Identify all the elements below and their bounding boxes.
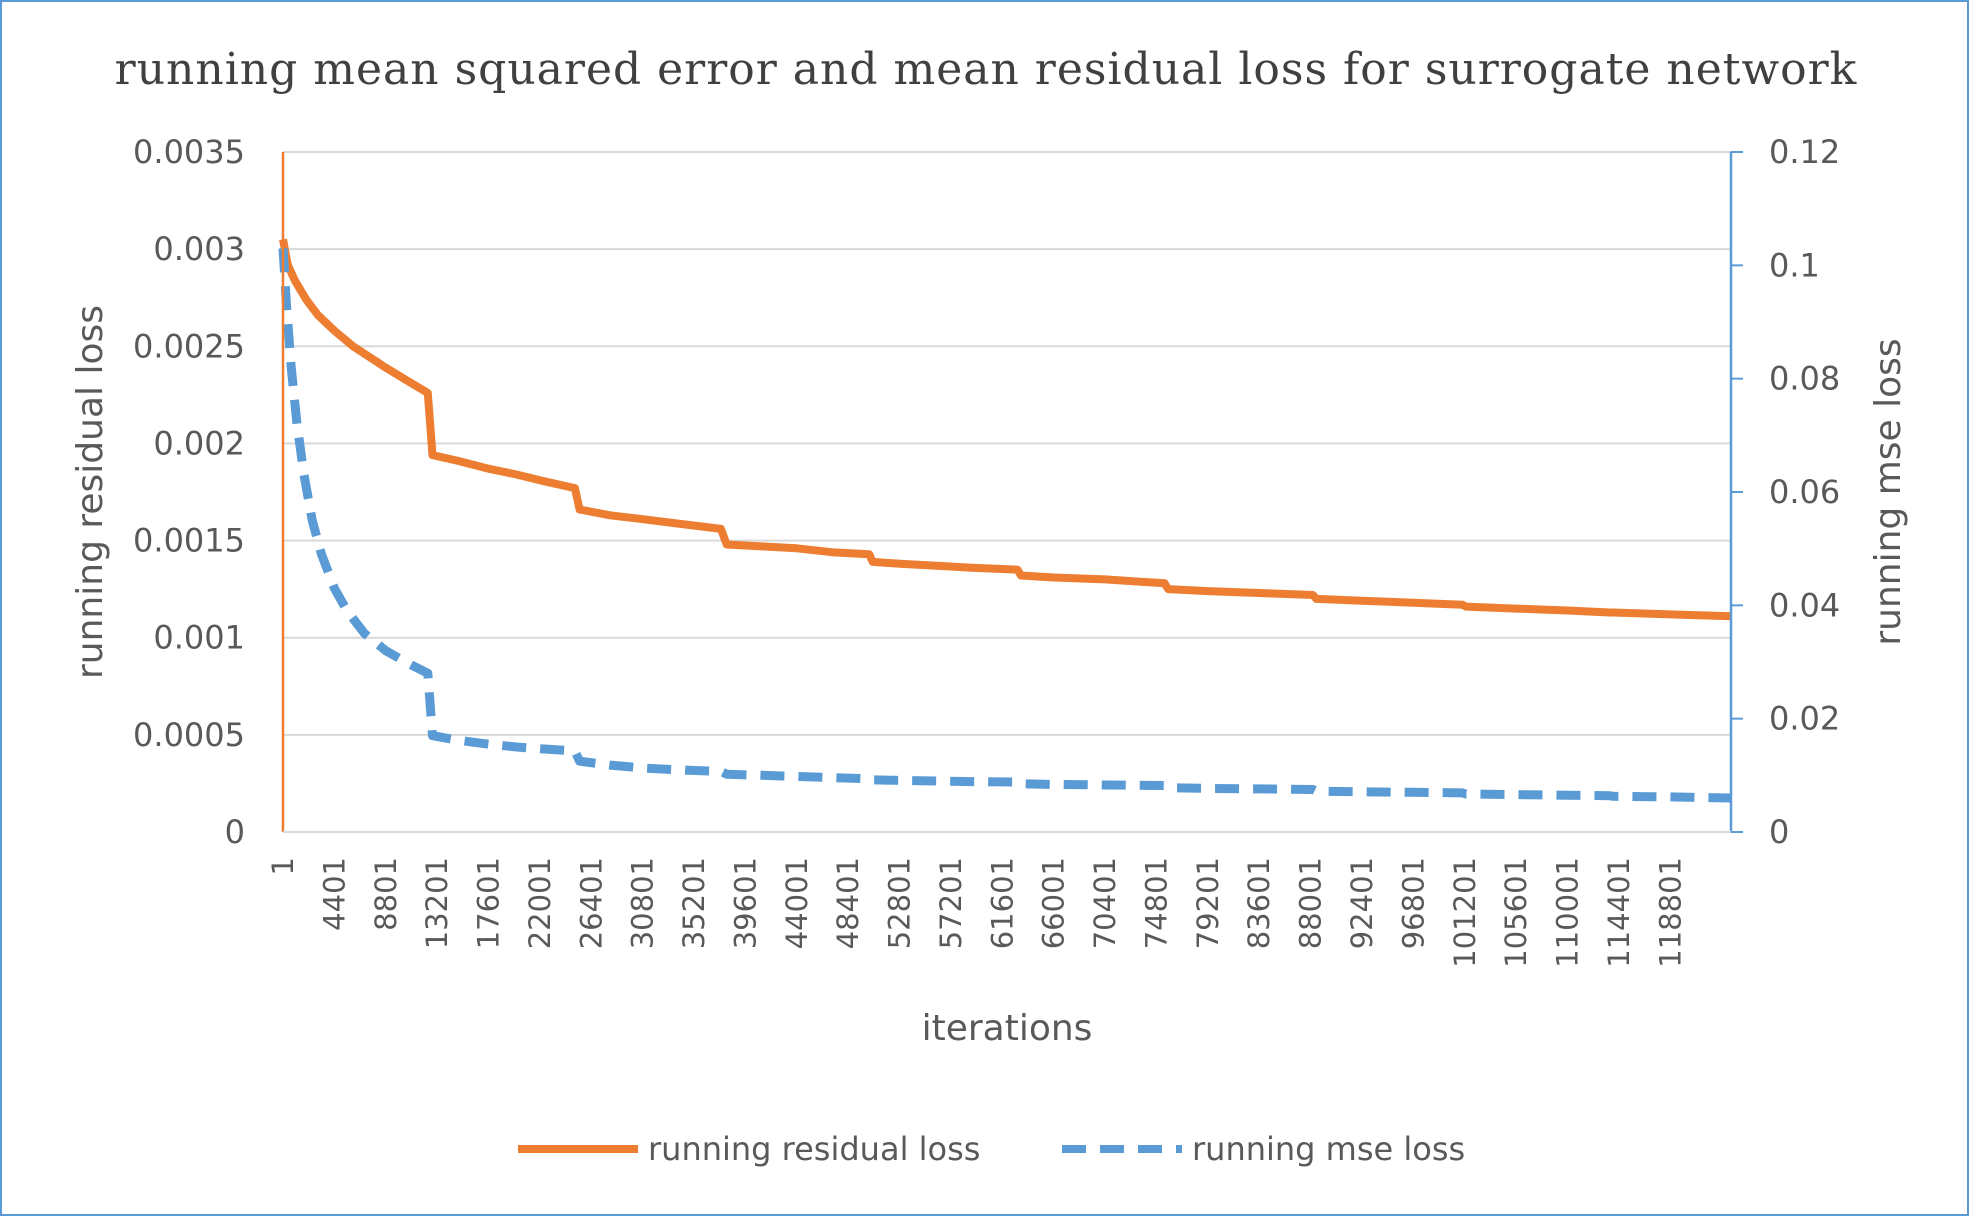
x-tick-label: 35201	[677, 857, 711, 949]
series-line-residual	[283, 239, 1731, 616]
x-tick-label: 79201	[1191, 857, 1225, 949]
x-tick-label: 83601	[1242, 857, 1276, 949]
x-tick-label: 26401	[574, 857, 608, 949]
x-tick-label: 110001	[1551, 857, 1585, 968]
y-left-tick-label: 0.0005	[133, 716, 245, 754]
x-tick-label: 17601	[472, 857, 506, 949]
x-tick-label: 114401	[1602, 857, 1636, 968]
y-left-tick-label: 0.0035	[133, 133, 245, 171]
left-axis-ticks: 0 0.0005 0.001 0.0015 0.002 0.0025 0.003 0.0035	[133, 133, 245, 851]
legend-label-residual: running residual loss	[648, 1130, 980, 1168]
x-axis-title: iterations	[922, 1008, 1093, 1049]
y-right-tick-label: 0.04	[1769, 586, 1840, 624]
x-tick-label: 4401	[317, 857, 351, 931]
y-left-tick-label: 0.002	[153, 424, 245, 462]
x-tick-label: 13201	[420, 857, 454, 949]
y-right-tick-label: 0.1	[1769, 246, 1820, 284]
x-tick-label: 96801	[1396, 857, 1430, 949]
y-right-tick-label: 0	[1769, 813, 1789, 851]
y-right-tick-label: 0.06	[1769, 473, 1840, 511]
x-tick-label: 92401	[1345, 857, 1379, 949]
gridlines	[283, 152, 1731, 832]
x-tick-label: 30801	[626, 857, 660, 949]
x-tick-label: 74801	[1139, 857, 1173, 949]
legend-label-mse: running mse loss	[1192, 1130, 1465, 1168]
x-tick-label: 61601	[985, 857, 1019, 949]
x-tick-label: 1	[266, 857, 300, 875]
axes-layer	[283, 152, 1731, 832]
series-layer	[283, 239, 1731, 798]
y-right-tick-label: 0.12	[1769, 133, 1840, 171]
y-left-tick-label: 0.0015	[133, 522, 245, 560]
x-tick-label: 22001	[523, 857, 557, 949]
chart-title: running mean squared error and mean resi…	[115, 44, 1858, 95]
y-right-tick-label: 0.02	[1769, 700, 1840, 738]
x-tick-label: 88001	[1294, 857, 1328, 949]
x-tick-label: 39601	[728, 857, 762, 949]
legend: running residual loss running mse loss	[518, 1130, 1465, 1168]
x-tick-label: 66001	[1037, 857, 1071, 949]
x-tick-label: 8801	[369, 857, 403, 931]
x-tick-label: 57201	[934, 857, 968, 949]
y-left-tick-label: 0.0025	[133, 327, 245, 365]
right-axis-ticks: 0 0.02 0.04 0.06 0.08 0.1 0.12	[1731, 133, 1840, 851]
x-tick-label: 70401	[1088, 857, 1122, 949]
y-right-tick-label: 0.08	[1769, 360, 1840, 398]
y-left-tick-label: 0.003	[153, 230, 245, 268]
x-tick-label: 52801	[883, 857, 917, 949]
x-tick-label: 48401	[831, 857, 865, 949]
y-left-tick-label: 0	[225, 813, 245, 851]
x-tick-label: 101201	[1448, 857, 1482, 968]
x-tick-label: 118801	[1653, 857, 1687, 968]
x-tick-label: 105601	[1499, 857, 1533, 968]
y-left-tick-label: 0.001	[153, 619, 245, 657]
right-axis-title: running mse loss	[1868, 338, 1909, 645]
series-line-mse	[283, 248, 1731, 798]
left-axis-title: running residual loss	[70, 305, 111, 679]
x-tick-label: 44001	[780, 857, 814, 949]
x-axis-ticks: 1 4401 8801 13201 17601 22001 26401 30801 35201 3…	[266, 857, 1687, 968]
